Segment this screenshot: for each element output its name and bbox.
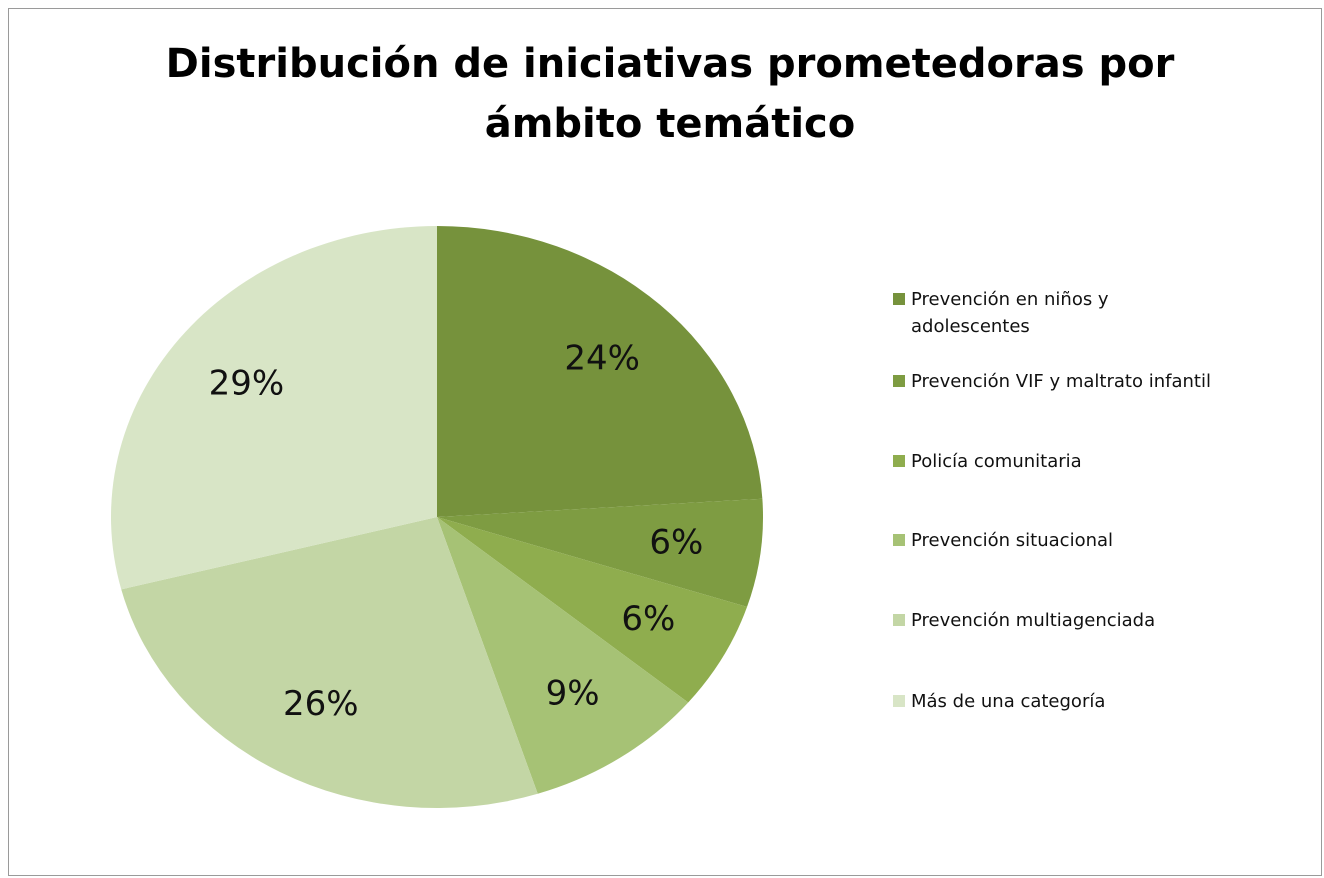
- pie-slice: [437, 498, 763, 607]
- legend-swatch: [893, 534, 905, 546]
- data-label: 24%: [564, 339, 640, 379]
- legend-item: Prevención en niños y adolescentes: [893, 286, 1191, 340]
- data-label: 6%: [649, 522, 703, 562]
- data-label: 26%: [283, 684, 359, 724]
- data-label: 9%: [546, 674, 600, 714]
- legend-label: Prevención VIF y maltrato infantil: [911, 371, 1211, 392]
- pie-slice: [437, 226, 763, 517]
- legend-item: Prevención multiagenciada: [893, 607, 1324, 634]
- pie-slice: [437, 517, 689, 794]
- legend-swatch: [893, 375, 905, 387]
- legend-item: Más de una categoría: [893, 688, 1324, 715]
- chart-frame: [8, 8, 1322, 876]
- pie-slice: [437, 517, 748, 703]
- legend-swatch: [893, 455, 905, 467]
- legend-label: Policía comunitaria: [911, 451, 1082, 472]
- legend-item: Prevención situacional: [893, 527, 1324, 554]
- legend-label: Prevención situacional: [911, 530, 1114, 551]
- data-label: 29%: [209, 364, 285, 404]
- pie-slice: [121, 517, 538, 809]
- legend-label: Prevención multiagenciada: [911, 610, 1156, 631]
- chart-title: Distribución de iniciativas prometedoras…: [165, 41, 1175, 147]
- legend-item: Policía comunitaria: [893, 448, 1324, 475]
- legend-swatch: [893, 293, 905, 305]
- legend-label: Prevención en niños y adolescentes: [911, 289, 1109, 337]
- legend-swatch: [893, 695, 905, 707]
- legend-label: Más de una categoría: [911, 691, 1106, 712]
- pie-slice: [110, 226, 437, 590]
- legend-swatch: [893, 614, 905, 626]
- data-label: 6%: [621, 599, 675, 639]
- legend-item: Prevención VIF y maltrato infantil: [893, 368, 1324, 395]
